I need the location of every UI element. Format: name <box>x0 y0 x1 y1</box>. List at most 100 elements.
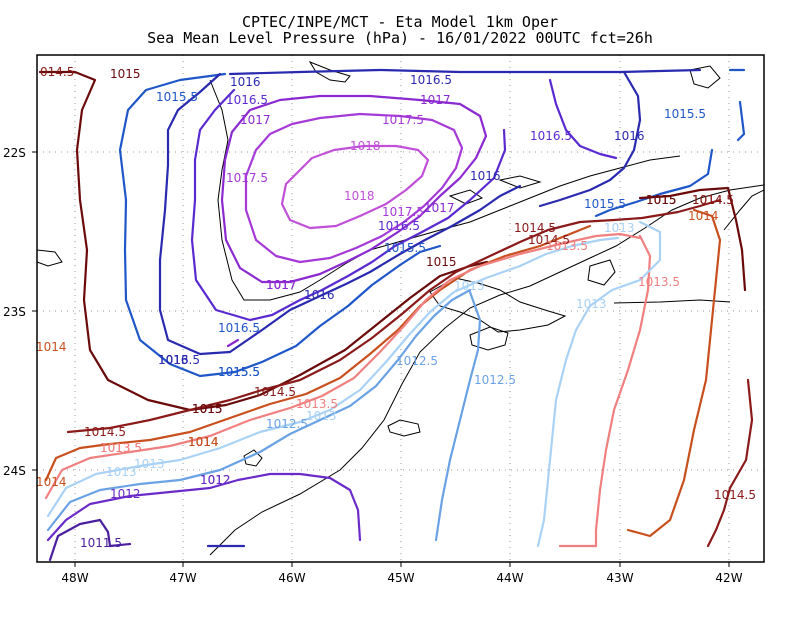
isobar-1016-right <box>538 70 642 208</box>
isobar-1014-5-right <box>706 378 754 548</box>
contour-label: 1016 <box>304 288 335 302</box>
isobar-1014-5 <box>66 198 722 434</box>
lon-tick-label: 42W <box>715 571 742 585</box>
isobar-1012-5-right <box>434 290 482 542</box>
contour-label: 1017.5 <box>226 171 268 185</box>
contour-label: 1016.5 <box>218 321 260 335</box>
contour-label: 1016.5 <box>378 219 420 233</box>
contour-label: 1017 <box>266 278 297 292</box>
contour-label: 1014.5 <box>514 221 556 235</box>
contour-label: 1017 <box>424 201 455 215</box>
isobar-1016-5-right <box>548 78 618 160</box>
contour-label: 1013 <box>454 279 485 293</box>
contour-label: 1017 <box>240 113 271 127</box>
lat-tick-label: 22S <box>3 146 26 160</box>
isobar-1015-outer <box>38 70 489 412</box>
isobar-1015-5 <box>118 72 442 378</box>
latitude-labels: 22S 23S 24S <box>3 146 26 478</box>
contour-label: 1013.5 <box>100 441 142 455</box>
contour-label: 1014 <box>688 209 719 223</box>
contour-label: 1016 <box>158 353 189 367</box>
lon-tick-label: 45W <box>387 571 414 585</box>
isobar-1017 <box>220 94 488 284</box>
contour-label: 1018 <box>344 189 375 203</box>
contour-label: 1015.5 <box>384 241 426 255</box>
lat-tick-label: 23S <box>3 305 26 319</box>
contour-label: 1013.5 <box>638 275 680 289</box>
isobar-1016 <box>158 72 522 356</box>
isobar-1016-5 <box>190 88 507 322</box>
contour-label: 1015.5 <box>218 365 260 379</box>
contour-label: 1015.5 <box>584 197 626 211</box>
longitude-labels: 48W 47W 46W 45W 44W 43W 42W <box>61 571 742 585</box>
chart-title: CPTEC/INPE/MCT - Eta Model 1km Oper <box>241 13 559 31</box>
contour-label: 1016.5 <box>226 93 268 107</box>
lon-tick-label: 44W <box>496 571 523 585</box>
contour-label: 1014.5 <box>714 488 756 502</box>
contour-label: 1014 <box>36 475 67 489</box>
isobar-1016-5-top <box>228 68 702 76</box>
contour-label: 1014.5 <box>84 425 126 439</box>
chart-subtitle: Sea Mean Level Pressure (hPa) - 16/01/20… <box>147 29 653 47</box>
contour-label: 1014 <box>188 435 219 449</box>
lon-tick-label: 43W <box>606 571 633 585</box>
contour-label: 1016 <box>470 169 501 183</box>
contour-label: 1016.5 <box>410 73 452 87</box>
isobar-1017-5 <box>244 112 464 264</box>
lon-tick-label: 48W <box>61 571 88 585</box>
contour-label: 1014 <box>36 340 67 354</box>
contour-label: 1013 <box>106 465 137 479</box>
contour-label: 1014.5 <box>254 385 296 399</box>
contour-label: 1016 <box>158 353 189 367</box>
contour-label: 1012 <box>200 473 231 487</box>
isobar-1013-right <box>536 220 662 548</box>
contour-label: 1014.5 <box>528 233 570 247</box>
contour-label: 1012 <box>200 473 231 487</box>
map-frame <box>36 54 765 563</box>
contour-label: 014.5 <box>40 65 74 79</box>
isobar-1017-lower <box>226 338 240 348</box>
isobar-1015-5-right <box>594 148 714 218</box>
contour-label: 1013.5 <box>100 441 142 455</box>
contour-label: 1013 <box>134 457 165 471</box>
isobar-1012-5 <box>46 288 472 532</box>
contour-labels: 014.5 1015 1016 1016.5 1015.5 1016.5 101… <box>36 65 756 550</box>
axis-ticks <box>32 151 730 567</box>
contour-label: 1013 <box>306 409 337 423</box>
contour-label: 1012 <box>110 487 141 501</box>
lat-tick-label: 24S <box>3 464 26 478</box>
contour-label: 1013 <box>604 221 635 235</box>
isobar-1012 <box>46 472 362 542</box>
contour-label: 1011.5 <box>80 536 122 550</box>
contour-label: 1014.5 <box>692 193 734 207</box>
isobars <box>38 68 754 562</box>
contour-label: 1014 <box>188 435 219 449</box>
contour-label: 1013.5 <box>296 397 338 411</box>
isobar-1013-5 <box>44 232 642 500</box>
isobar-1015-5-rightbox <box>736 100 746 142</box>
contour-label: 1012.5 <box>266 417 308 431</box>
contour-label: 1015.5 <box>156 90 198 104</box>
contour-label: 1015 <box>646 193 677 207</box>
contour-label: 1016 <box>614 129 645 143</box>
contour-label: 1016 <box>230 75 261 89</box>
contour-label: 1012.5 <box>474 373 516 387</box>
isobar-1015-right <box>638 186 747 292</box>
contour-label: 1014.5 <box>692 193 734 207</box>
contour-label: 1017 <box>420 93 451 107</box>
lon-tick-label: 47W <box>169 571 196 585</box>
contour-label: 1015.5 <box>218 365 260 379</box>
contour-label: 1013 <box>576 297 607 311</box>
contour-label: 1015 <box>426 255 457 269</box>
isobar-1013 <box>46 236 620 518</box>
contour-label: 1017.5 <box>382 113 424 127</box>
contour-label: 1015 <box>110 67 141 81</box>
contour-label: 1013.5 <box>158 353 200 367</box>
contour-label: 1017.5 <box>382 205 424 219</box>
contour-label: 1016.5 <box>530 129 572 143</box>
isobar-1014 <box>44 224 592 482</box>
isobar-1014-right <box>626 208 722 538</box>
contour-label: 1012.5 <box>396 354 438 368</box>
contour-label: 1015 <box>192 402 223 416</box>
